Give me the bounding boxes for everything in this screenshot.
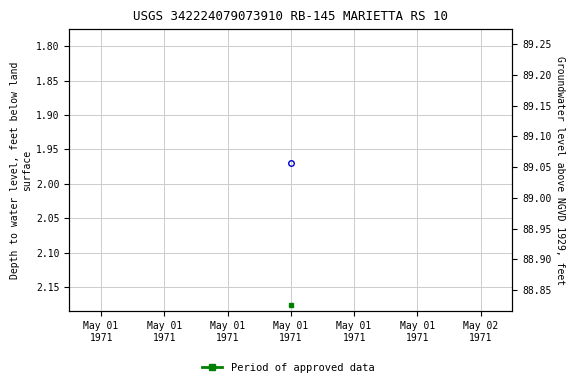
Y-axis label: Depth to water level, feet below land
surface: Depth to water level, feet below land su… xyxy=(10,61,32,279)
Y-axis label: Groundwater level above NGVD 1929, feet: Groundwater level above NGVD 1929, feet xyxy=(555,56,566,285)
Legend: Period of approved data: Period of approved data xyxy=(198,359,378,377)
Title: USGS 342224079073910 RB-145 MARIETTA RS 10: USGS 342224079073910 RB-145 MARIETTA RS … xyxy=(134,10,448,23)
